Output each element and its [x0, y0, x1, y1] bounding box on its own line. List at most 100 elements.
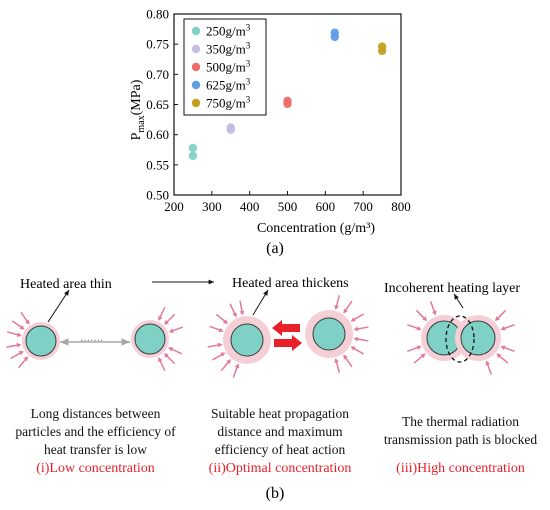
- particle: [134, 323, 166, 355]
- data-point: [330, 32, 339, 42]
- legend-label-text: 250g/m: [206, 24, 246, 39]
- legend-marker: [191, 26, 201, 36]
- particle: [460, 320, 496, 356]
- y-tick-label: 0.80: [146, 7, 169, 22]
- data-point: [226, 125, 235, 135]
- radiation-ray-head: [226, 359, 231, 365]
- subfigure-label-b: (b): [265, 485, 285, 502]
- radiation-ray-head: [168, 347, 174, 352]
- radiation-ray-head: [343, 354, 348, 360]
- label-incoherent-layer: Incoherent heating layer: [384, 281, 520, 296]
- pointer-arrow-iii: [453, 293, 464, 309]
- caption-high: The thermal radiation transmission path …: [383, 414, 538, 447]
- pmax-scatter-chart: 200 300 400 500 600 700 800 0.50 0.55 0.60 0.65 0.7…: [129, 7, 411, 237]
- red-arrow-right: [274, 335, 302, 351]
- legend-label-text: 750g/m: [206, 96, 246, 111]
- particle: [230, 323, 264, 357]
- x-tick-label: 400: [240, 199, 260, 214]
- concentration-optimal: (ii)Optimal concentration: [208, 461, 352, 476]
- radiation-ray-head: [485, 360, 490, 366]
- label-heated-thin: Heated area thin: [20, 277, 112, 292]
- y-axis-label-main: P: [129, 132, 144, 140]
- legend-label-sup: 3: [246, 23, 251, 33]
- x-tick-label: 800: [391, 199, 411, 214]
- radiation-ray-head: [220, 352, 226, 357]
- radiation-ray-head: [334, 358, 339, 364]
- panel-ii-particles: [207, 295, 369, 378]
- radiation-ray-head: [500, 326, 506, 331]
- particle: [312, 317, 346, 351]
- data-point: [188, 151, 198, 160]
- radiation-ray-head: [500, 345, 506, 350]
- legend-label-sup: 3: [246, 77, 251, 87]
- data-point: [283, 99, 292, 109]
- legend-label: 350g/m3: [206, 41, 251, 57]
- x-axis-label: Concentration (g/m³): [257, 221, 375, 236]
- y-tick-label: 0.65: [146, 97, 169, 112]
- radiation-ray-head: [218, 327, 224, 333]
- distance-dots: ·······: [80, 336, 103, 347]
- legend-label-text: 500g/m: [206, 60, 246, 75]
- radiation-ray-head: [432, 310, 437, 316]
- label-heated-thickens: Heated area thickens: [232, 276, 349, 291]
- data-point: [377, 46, 387, 56]
- panel-i-particles: [6, 306, 184, 372]
- radiation-ray-head: [18, 351, 24, 356]
- chart-axes: 200 300 400 500 600 700 800 0.50 0.55 0.60 0.65 0.7…: [146, 7, 411, 215]
- pointer-arrow-i: [47, 289, 70, 323]
- radiation-ray-head: [350, 317, 356, 322]
- radiation-ray-head: [334, 304, 339, 310]
- radiation-ray-head: [496, 353, 502, 359]
- subfigure-label-a: (a): [266, 240, 284, 257]
- radiation-ray-head: [239, 310, 245, 316]
- legend-label: 500g/m3: [206, 59, 251, 75]
- radiation-ray-head: [416, 326, 422, 331]
- radiation-ray-head: [222, 319, 228, 324]
- radiation-ray-head: [217, 342, 223, 348]
- legend-label-sup: 3: [246, 95, 251, 105]
- legend-marker: [191, 80, 201, 90]
- radiation-ray-head: [168, 328, 174, 333]
- y-axis-label: Pmax(MPa): [129, 79, 147, 140]
- legend-label: 750g/m3: [206, 95, 251, 111]
- panel-iii-particles: [407, 301, 515, 375]
- radiation-ray-head: [494, 316, 500, 322]
- caption-optimal: Suitable heat propagation distance and m…: [211, 406, 349, 457]
- radiation-ray-head: [158, 315, 163, 321]
- y-tick-label: 0.55: [146, 157, 169, 172]
- radiation-ray-head: [232, 312, 237, 318]
- y-tick-label: 0.50: [146, 188, 169, 203]
- x-tick-label: 200: [164, 199, 184, 214]
- radiation-ray-head: [158, 357, 163, 363]
- legend-label-text: 625g/m: [206, 78, 246, 93]
- pointer-arrow-ii: [252, 289, 269, 316]
- concentration-high: (iii)High concentration: [396, 461, 525, 476]
- radiation-ray-head: [16, 332, 22, 338]
- legend-label-text: 350g/m: [206, 42, 246, 57]
- radiation-ray-head: [23, 356, 29, 362]
- legend-label: 250g/m3: [206, 23, 251, 39]
- caption-low: Long distances between particles and the…: [15, 406, 176, 457]
- legend-marker: [191, 98, 201, 108]
- legend-marker: [191, 62, 201, 72]
- red-arrow-left: [272, 320, 300, 336]
- radiation-ray-head: [19, 325, 25, 330]
- radiation-ray-head: [420, 353, 426, 359]
- radiation-ray-head: [353, 326, 359, 332]
- x-tick-label: 300: [202, 199, 222, 214]
- particle: [25, 325, 57, 357]
- x-tick-label: 600: [316, 199, 336, 214]
- radiation-ray-head: [16, 342, 22, 348]
- radiation-ray-head: [164, 320, 169, 325]
- radiation-ray-head: [350, 346, 356, 351]
- legend-label: 625g/m3: [206, 77, 251, 93]
- y-axis-label-sub: max: [136, 115, 147, 132]
- y-tick-label: 0.60: [146, 127, 169, 142]
- radiation-ray-head: [234, 363, 240, 369]
- y-tick-label: 0.70: [146, 67, 169, 82]
- radiation-ray-head: [25, 319, 30, 325]
- radiation-ray-head: [422, 316, 428, 322]
- x-tick-label: 500: [278, 199, 298, 214]
- radiation-ray-head: [164, 353, 169, 358]
